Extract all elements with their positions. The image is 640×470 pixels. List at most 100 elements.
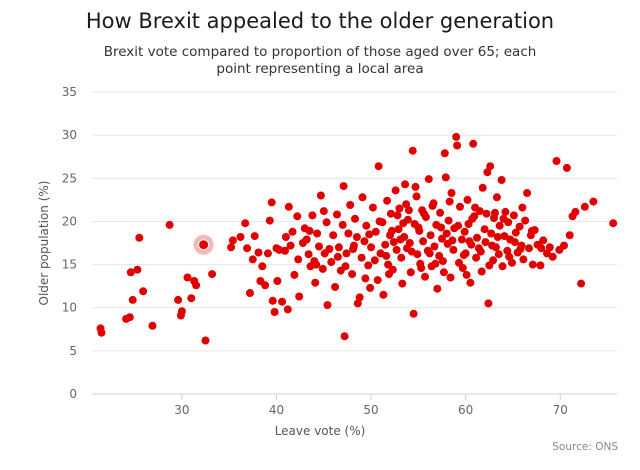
- data-point[interactable]: [408, 146, 417, 155]
- data-point[interactable]: [97, 328, 106, 337]
- data-point[interactable]: [565, 231, 574, 240]
- data-point[interactable]: [425, 249, 434, 258]
- data-point[interactable]: [371, 227, 380, 236]
- data-point[interactable]: [510, 238, 519, 247]
- data-point[interactable]: [302, 235, 311, 244]
- data-point[interactable]: [589, 197, 598, 206]
- data-point[interactable]: [304, 250, 313, 259]
- data-point[interactable]: [135, 233, 144, 242]
- data-point[interactable]: [457, 235, 466, 244]
- data-point[interactable]: [481, 238, 490, 247]
- data-point[interactable]: [509, 211, 518, 220]
- data-point[interactable]: [488, 241, 497, 250]
- data-point[interactable]: [375, 217, 384, 226]
- data-point[interactable]: [342, 249, 351, 258]
- data-point[interactable]: [246, 289, 254, 297]
- data-point[interactable]: [407, 247, 416, 256]
- data-point[interactable]: [338, 220, 347, 229]
- data-point[interactable]: [518, 203, 527, 212]
- data-point[interactable]: [503, 246, 512, 255]
- data-point[interactable]: [288, 227, 297, 236]
- data-point[interactable]: [445, 197, 454, 206]
- data-point[interactable]: [571, 207, 580, 216]
- data-point[interactable]: [278, 297, 287, 306]
- data-point[interactable]: [133, 265, 142, 274]
- data-point[interactable]: [365, 230, 374, 239]
- data-point[interactable]: [459, 251, 468, 260]
- data-point[interactable]: [396, 235, 405, 244]
- data-point[interactable]: [125, 313, 134, 322]
- data-point[interactable]: [397, 253, 406, 262]
- data-point[interactable]: [313, 229, 322, 238]
- data-point[interactable]: [471, 203, 480, 212]
- data-point[interactable]: [516, 245, 525, 253]
- data-point[interactable]: [357, 253, 366, 262]
- data-point[interactable]: [258, 262, 267, 271]
- data-point[interactable]: [402, 200, 411, 209]
- data-point[interactable]: [331, 283, 340, 291]
- data-point[interactable]: [454, 221, 463, 230]
- data-point[interactable]: [334, 243, 343, 252]
- data-point[interactable]: [398, 279, 407, 288]
- data-point[interactable]: [523, 189, 532, 197]
- data-point[interactable]: [283, 305, 292, 314]
- data-point[interactable]: [404, 206, 413, 215]
- data-point[interactable]: [499, 214, 508, 223]
- data-point[interactable]: [381, 240, 390, 249]
- data-point[interactable]: [350, 241, 358, 250]
- data-point[interactable]: [437, 223, 446, 232]
- data-point[interactable]: [329, 231, 338, 240]
- data-point[interactable]: [439, 268, 448, 277]
- data-point[interactable]: [361, 274, 370, 283]
- data-point[interactable]: [433, 284, 442, 293]
- data-point[interactable]: [177, 307, 186, 316]
- data-point[interactable]: [241, 219, 250, 228]
- data-point[interactable]: [333, 210, 341, 219]
- data-point[interactable]: [609, 219, 618, 228]
- data-point[interactable]: [501, 207, 510, 216]
- data-point[interactable]: [293, 212, 302, 221]
- data-point[interactable]: [391, 186, 400, 195]
- data-point[interactable]: [421, 272, 429, 281]
- data-point[interactable]: [265, 216, 274, 225]
- data-point[interactable]: [394, 225, 403, 234]
- data-point[interactable]: [250, 232, 259, 241]
- data-point[interactable]: [165, 220, 174, 229]
- data-point[interactable]: [562, 163, 571, 172]
- data-point[interactable]: [384, 260, 393, 269]
- data-point[interactable]: [458, 264, 467, 272]
- data-point[interactable]: [344, 229, 353, 238]
- data-point[interactable]: [431, 259, 440, 268]
- data-point[interactable]: [346, 201, 355, 209]
- data-point[interactable]: [527, 226, 536, 235]
- data-point[interactable]: [537, 244, 546, 253]
- data-point[interactable]: [453, 141, 462, 150]
- data-point[interactable]: [352, 233, 361, 241]
- data-point[interactable]: [385, 270, 393, 279]
- data-point[interactable]: [409, 309, 418, 318]
- data-point[interactable]: [497, 176, 506, 184]
- data-point[interactable]: [515, 222, 524, 231]
- data-point[interactable]: [511, 228, 520, 237]
- data-point[interactable]: [466, 278, 475, 287]
- data-point[interactable]: [348, 270, 357, 279]
- data-point[interactable]: [477, 267, 486, 276]
- data-point[interactable]: [268, 296, 277, 305]
- data-point[interactable]: [430, 242, 439, 251]
- data-point[interactable]: [327, 258, 336, 266]
- data-point[interactable]: [525, 244, 533, 253]
- data-point[interactable]: [577, 279, 586, 288]
- data-point[interactable]: [485, 261, 494, 270]
- data-point[interactable]: [353, 299, 362, 308]
- data-point[interactable]: [548, 252, 557, 261]
- data-point[interactable]: [539, 236, 548, 245]
- data-point[interactable]: [315, 242, 323, 251]
- data-point[interactable]: [341, 262, 350, 271]
- data-point[interactable]: [362, 221, 371, 230]
- highlighted-data-point[interactable]: [198, 239, 210, 251]
- data-point[interactable]: [386, 209, 395, 218]
- data-point[interactable]: [446, 273, 455, 282]
- data-point[interactable]: [281, 233, 290, 241]
- data-point[interactable]: [463, 195, 472, 204]
- data-point[interactable]: [208, 270, 217, 279]
